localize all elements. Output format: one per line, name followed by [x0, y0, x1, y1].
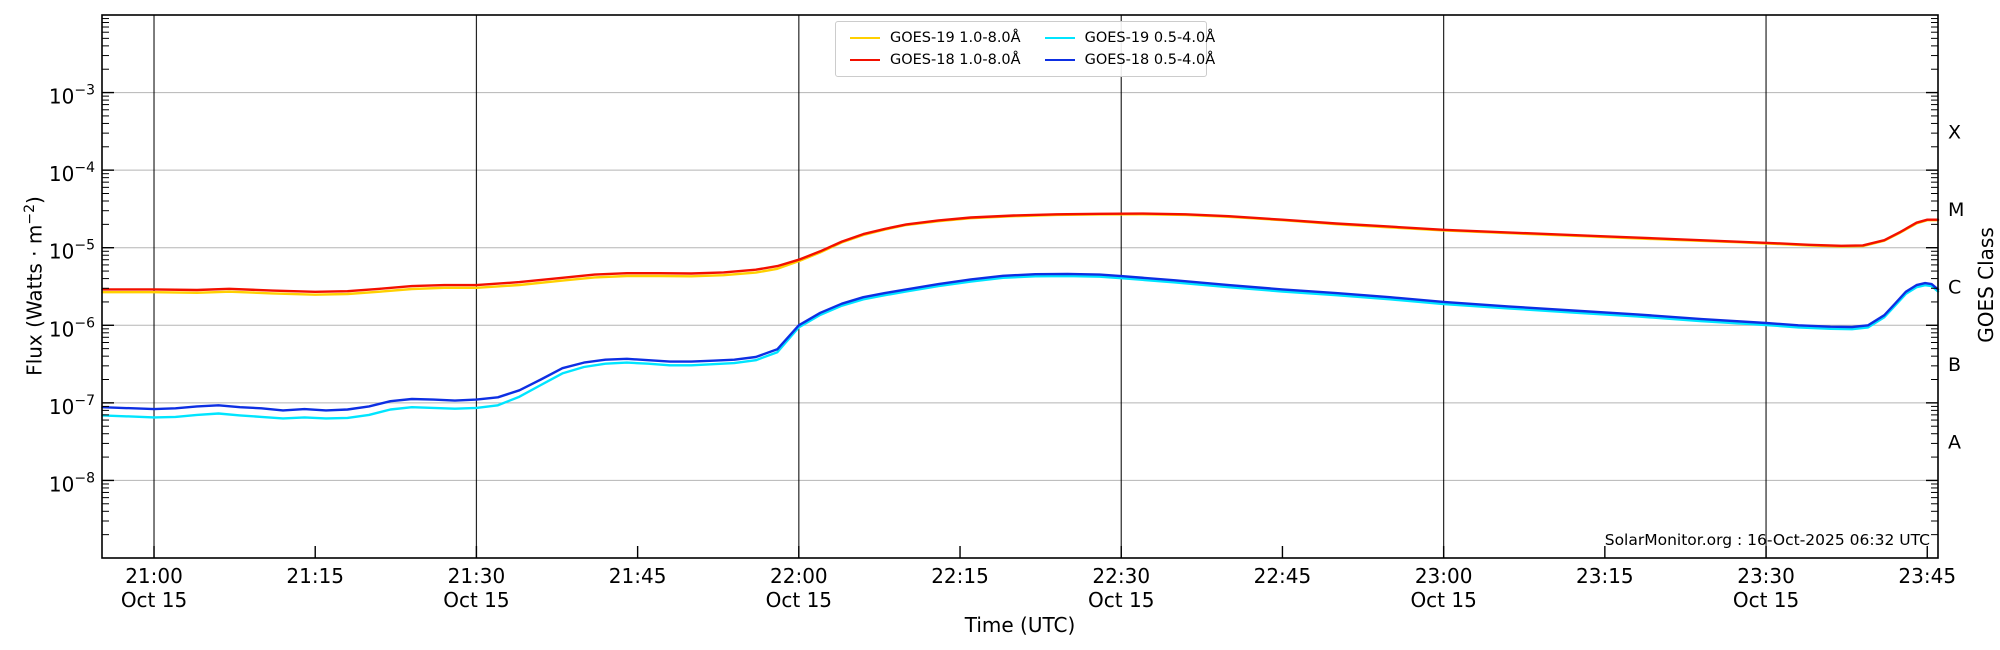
curve-goes-19-1-0-8-0-: [101, 213, 1940, 296]
legend-label-goes18-short: GOES-18 0.5-4.0Å: [1084, 52, 1216, 68]
xtick-label: 23:45: [1898, 564, 1956, 588]
xtick-label: 22:00: [770, 564, 828, 588]
xtick-label: 23:30: [1737, 564, 1795, 588]
xtick-label: 21:45: [609, 564, 667, 588]
xtick-label: 21:00: [125, 564, 183, 588]
axes-frame: [101, 14, 1939, 559]
xtick-label: 22:15: [931, 564, 989, 588]
ytick-label-1e-7: 10−7: [49, 393, 95, 419]
xtick-label: 22:30: [1092, 564, 1150, 588]
goes-class-label-a: A: [1948, 432, 1961, 454]
legend-label-goes19-long: GOES-19 1.0-8.0Å: [890, 30, 1021, 46]
goes-class-label-m: M: [1948, 199, 1964, 221]
xtick-date-label: Oct 15: [443, 588, 509, 612]
y-axis-title-close: ): [22, 196, 47, 205]
goes-class-label-c: C: [1948, 277, 1961, 299]
legend-item-goes18-long: GOES-18 1.0-8.0Å: [850, 52, 1021, 68]
curve-goes-18-0-5-4-0-: [101, 272, 1940, 412]
right-axis-title: GOES Class: [1974, 227, 1998, 343]
legend-item-goes19-short: GOES-19 0.5-4.0Å: [1044, 30, 1216, 46]
legend-label-goes18-long: GOES-18 1.0-8.0Å: [890, 52, 1021, 68]
legend-item-goes18-short: GOES-18 0.5-4.0Å: [1044, 52, 1216, 68]
goes-class-label-b: B: [1948, 354, 1961, 376]
plot-border: [101, 14, 1939, 559]
legend: GOES-19 1.0-8.0Å GOES-19 0.5-4.0Å GOES-1…: [835, 21, 1215, 77]
curve-goes-18-1-0-8-0-: [101, 212, 1940, 293]
xtick-label: 23:00: [1415, 564, 1473, 588]
xtick-label: 21:30: [448, 564, 506, 588]
legend-swatch-goes18-long: [850, 59, 880, 61]
decade-gridlines: [102, 92, 1938, 481]
xtick-date-label: Oct 15: [1410, 588, 1476, 612]
xtick-label: 21:15: [286, 564, 344, 588]
ytick-label-1e-8: 10−8: [49, 470, 95, 496]
xtick-label: 23:15: [1576, 564, 1634, 588]
flux-curves: [101, 212, 1940, 420]
legend-swatch-goes19-long: [850, 37, 880, 39]
ytick-label-1e-5: 10−5: [49, 238, 95, 264]
legend-item-goes19-long: GOES-19 1.0-8.0Å: [850, 30, 1021, 46]
legend-swatch-goes19-short: [1044, 37, 1075, 39]
xtick-date-label: Oct 15: [766, 588, 832, 612]
xtick-label: 22:45: [1254, 564, 1312, 588]
y-axis-title: Flux (Watts · m−2): [16, 136, 47, 436]
ytick-label-1e-6: 10−6: [49, 315, 95, 341]
y-axis-title-exponent: −2: [22, 204, 38, 225]
legend-swatch-goes18-short: [1044, 59, 1075, 61]
ytick-label-1e-4: 10−4: [49, 160, 95, 186]
x-axis-title: Time (UTC): [964, 613, 1076, 637]
curve-goes-19-0-5-4-0-: [101, 274, 1940, 420]
y-axis-title-text: Flux (Watts · m: [22, 224, 47, 376]
solarmonitor-credit: SolarMonitor.org : 16-Oct-2025 06:32 UTC: [1604, 531, 1930, 549]
goes-class-label-x: X: [1948, 121, 1961, 143]
xtick-date-label: Oct 15: [1088, 588, 1154, 612]
axis-ticks: [102, 18, 1938, 558]
xtick-date-label: Oct 15: [1733, 588, 1799, 612]
half-hour-lines: [153, 15, 1767, 558]
ytick-label-1e-3: 10−3: [49, 83, 95, 109]
xtick-date-label: Oct 15: [121, 588, 187, 612]
legend-label-goes19-short: GOES-19 0.5-4.0Å: [1084, 30, 1216, 46]
